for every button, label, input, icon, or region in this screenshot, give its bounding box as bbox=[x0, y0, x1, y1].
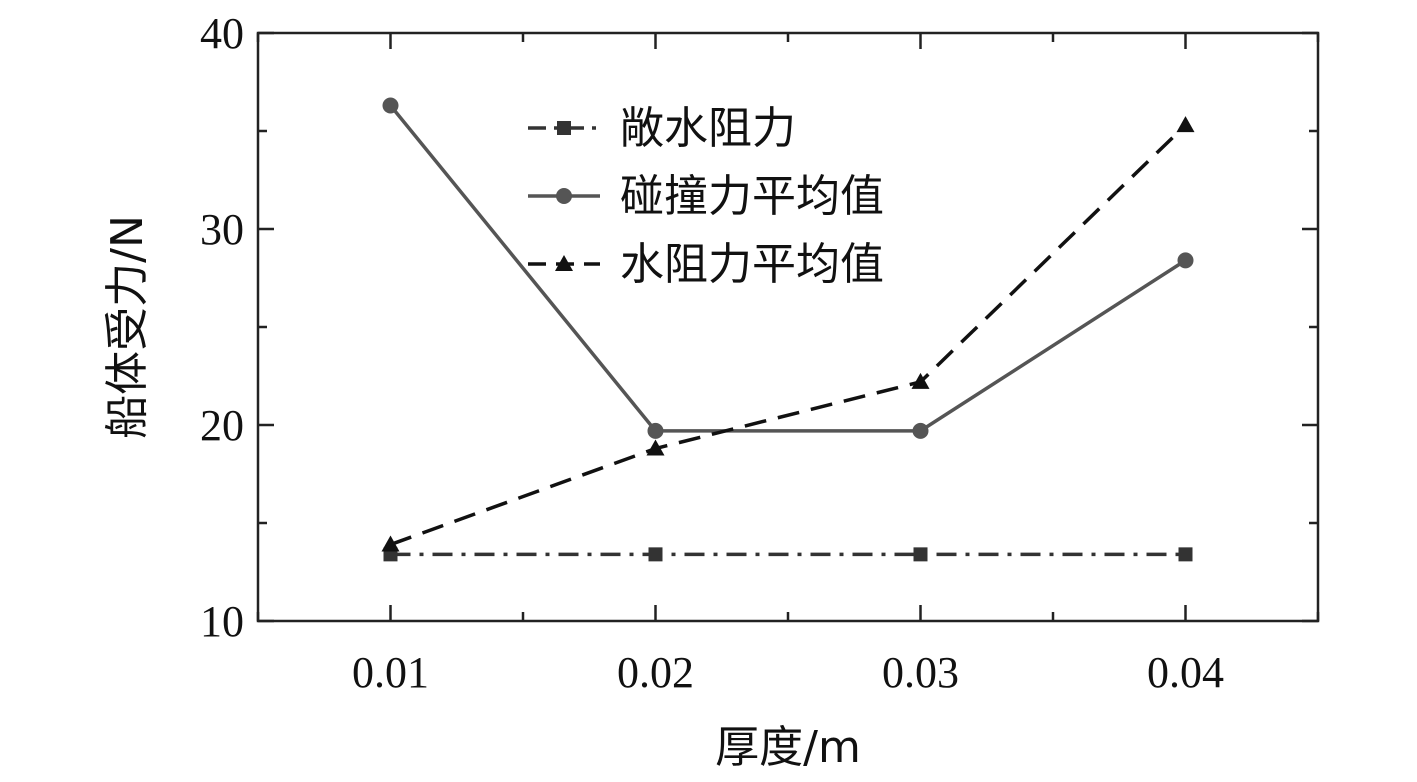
legend-item: 碰撞力平均值 bbox=[528, 171, 884, 222]
data-point bbox=[647, 422, 664, 439]
legend-label: 水阻力平均值 bbox=[620, 239, 884, 290]
data-point bbox=[911, 372, 930, 389]
data-point bbox=[648, 547, 663, 562]
data-point bbox=[555, 255, 573, 271]
data-point bbox=[1176, 116, 1195, 133]
series-layer bbox=[381, 97, 1195, 562]
series-1 bbox=[382, 97, 1194, 439]
tick-labels: 10 20 30 40 0.01 0.02 0.03 0.04 bbox=[200, 9, 1224, 697]
data-point bbox=[557, 121, 571, 135]
data-point bbox=[913, 547, 928, 562]
x-tick-label: 0.03 bbox=[882, 648, 959, 697]
data-point bbox=[912, 422, 929, 439]
y-tick-label: 30 bbox=[200, 205, 244, 254]
data-point bbox=[1178, 547, 1193, 562]
y-tick-label: 40 bbox=[200, 9, 244, 58]
legend-item: 水阻力平均值 bbox=[528, 239, 884, 290]
data-point bbox=[646, 439, 665, 456]
y-tick-label: 10 bbox=[200, 597, 244, 646]
data-point bbox=[381, 535, 400, 552]
y-tick-label: 20 bbox=[200, 401, 244, 450]
legend-label: 敞水阻力 bbox=[620, 103, 796, 154]
data-point bbox=[1177, 252, 1194, 269]
series-line bbox=[389, 123, 1187, 547]
x-tick-label: 0.02 bbox=[617, 648, 694, 697]
data-point bbox=[556, 188, 572, 204]
series-2 bbox=[381, 116, 1195, 552]
series-line bbox=[389, 104, 1187, 433]
legend-item: 敞水阻力 bbox=[528, 103, 796, 154]
x-tick-label: 0.04 bbox=[1147, 648, 1224, 697]
ticks bbox=[256, 31, 1320, 623]
legend-label: 碰撞力平均值 bbox=[620, 171, 884, 222]
series-0 bbox=[383, 547, 1193, 562]
x-tick-label: 0.01 bbox=[352, 648, 429, 697]
data-point bbox=[382, 97, 399, 114]
y-axis-label: 船体受力/N bbox=[102, 215, 153, 439]
x-axis-label: 厚度/m bbox=[715, 722, 861, 773]
